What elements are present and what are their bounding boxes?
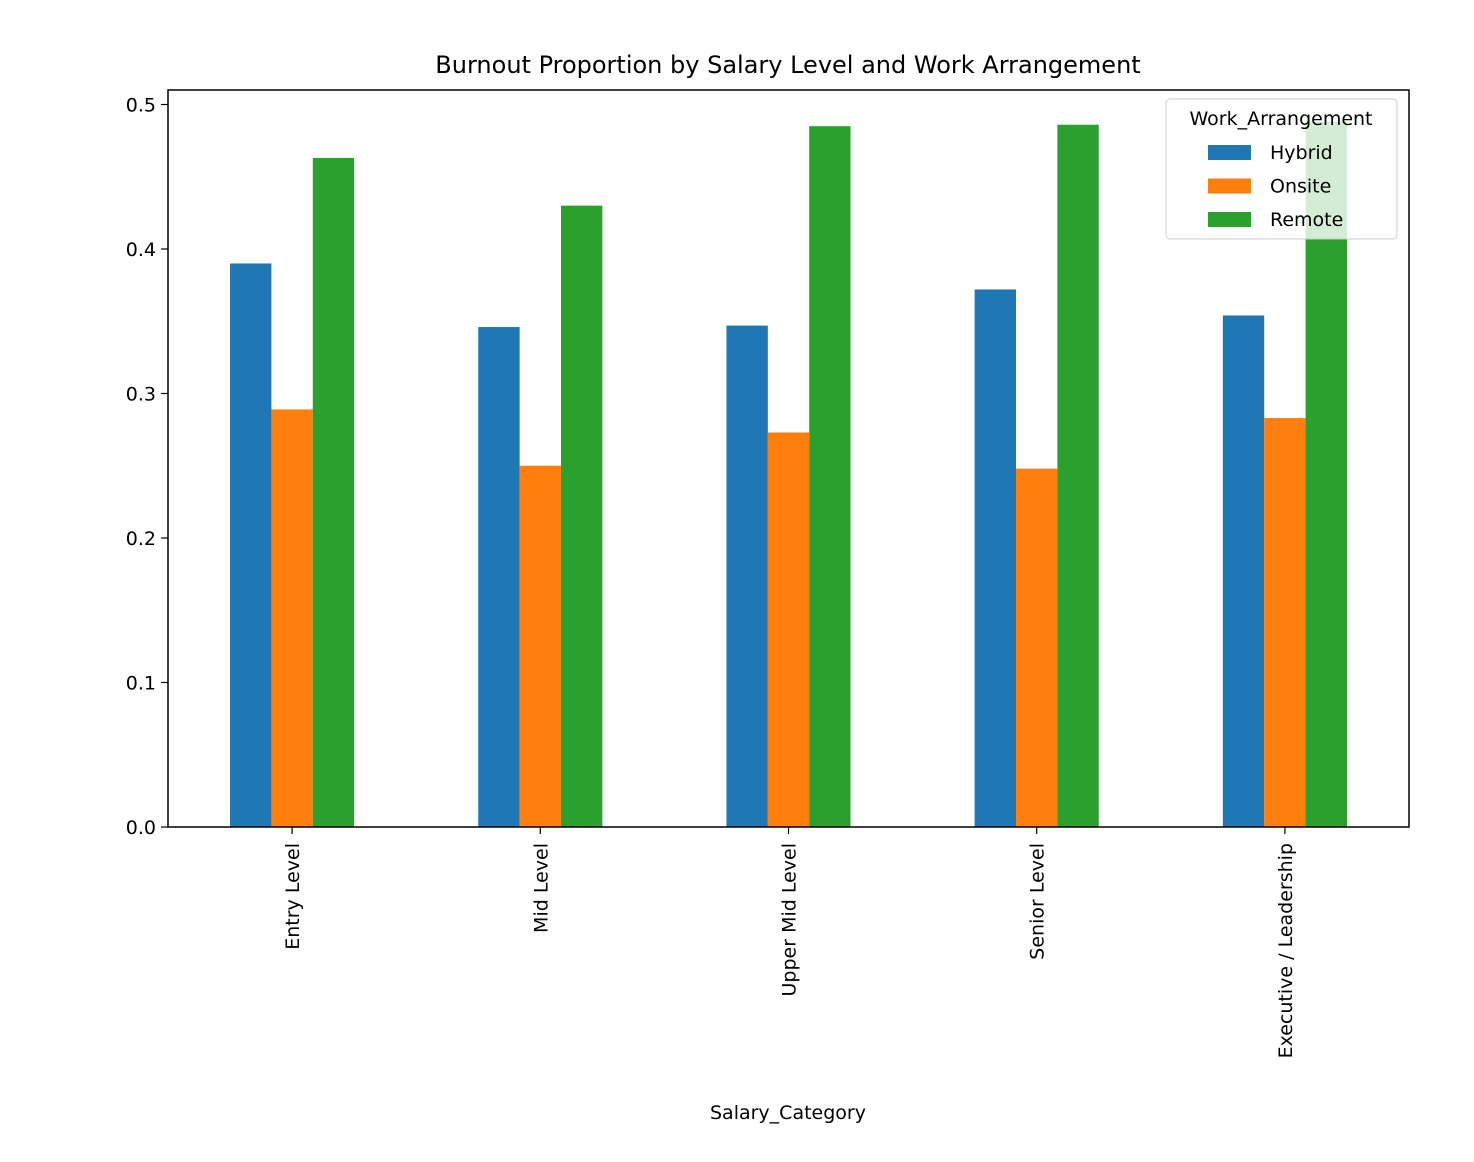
legend-label-onsite: Onsite [1270,176,1331,198]
bar-onsite-5 [1264,418,1306,827]
x-tick-label: Entry Level [282,843,304,950]
chart-title: Burnout Proportion by Salary Level and W… [435,51,1140,79]
y-tick-label: 0.1 [126,673,156,695]
legend-swatch-onsite [1208,178,1251,194]
bar-hybrid-2 [478,327,520,827]
legend-items: Hybrid Onsite Remote [1208,142,1343,231]
legend-label-remote: Remote [1270,209,1343,231]
bar-remote-3 [809,126,851,828]
bar-hybrid-1 [230,263,272,827]
x-tick-label: Executive / Leadership [1275,843,1297,1058]
legend-swatch-remote [1208,212,1251,227]
bar-hybrid-3 [726,325,768,827]
bar-onsite-2 [519,465,561,827]
legend-title: Work_Arrangement [1189,108,1372,130]
y-tick-label: 0.5 [126,95,156,117]
y-tick-label: 0.4 [126,239,156,261]
bar-remote-4 [1057,124,1099,828]
bars-layer [230,121,1347,828]
bar-onsite-3 [767,432,810,827]
legend-frame [1165,98,1398,240]
legend-swatch-hybrid [1208,145,1251,160]
bar-onsite-4 [1016,468,1058,827]
bar-remote-1 [312,157,355,827]
y-tick-label: 0.3 [126,384,156,406]
x-tick-label: Senior Level [1027,843,1049,960]
x-tick-label: Mid Level [530,843,552,933]
bar-hybrid-5 [1222,315,1265,827]
y-tick-label: 0.2 [126,528,156,550]
y-tick-label: 0.0 [126,817,156,839]
bar-hybrid-4 [974,289,1017,828]
legend: Work_Arrangement Hybrid Onsite Remote [1165,98,1398,240]
x-axis-label: Salary_Category [710,1102,866,1124]
x-tick-label: Upper Mid Level [779,843,801,997]
axes-layer: 0.0 0.1 0.2 0.3 0.4 0.5 Entry Level Mid Level Up… [126,89,1410,1058]
bar-remote-2 [560,205,603,827]
legend-label-hybrid: Hybrid [1270,142,1333,164]
bar-onsite-1 [271,409,313,827]
